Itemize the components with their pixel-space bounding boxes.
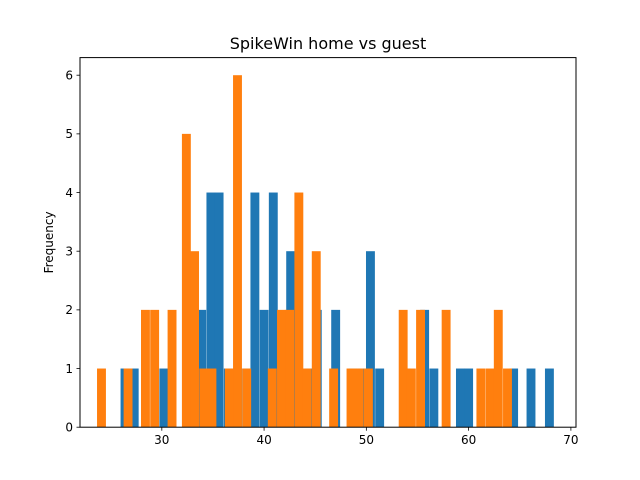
histogram-bar-series-2-28: [485, 368, 495, 428]
histogram-bar-series-2-19: [329, 368, 339, 428]
histogram-bar-series-1-20: [375, 368, 385, 428]
histogram-bar-series-2-5: [167, 309, 177, 428]
histogram-bar-series-2-2: [123, 368, 133, 428]
chart-title: SpikeWin home vs guest: [230, 34, 427, 53]
histogram-bar-series-1-11: [259, 309, 269, 428]
y-tick-label: 6: [65, 69, 73, 83]
histogram-bar-series-2-10: [224, 368, 234, 428]
x-tick-label: 50: [359, 433, 374, 447]
histogram-bar-series-1-6: [214, 192, 224, 428]
y-tick-label: 5: [65, 127, 73, 141]
x-tick-label: 30: [154, 433, 169, 447]
histogram-bar-series-2-14: [277, 309, 286, 428]
y-tick-label: 1: [65, 362, 73, 376]
histogram-bar-series-1-19: [365, 251, 375, 428]
bars-layer: [97, 75, 554, 428]
histogram-bar-series-2-9: [207, 368, 217, 428]
histogram-bar-series-1-3: [159, 368, 169, 428]
y-axis-ticks: 0 1 2 3 4 5 6: [65, 69, 80, 435]
histogram-bar-series-2-4: [150, 309, 160, 428]
histogram-bar-series-1-27: [526, 368, 536, 428]
histogram-bar-series-2-8: [199, 368, 209, 428]
histogram-bar-series-2-24: [406, 368, 416, 428]
histogram-bar-series-2-18: [311, 251, 321, 428]
histogram-bar-series-1-28: [544, 368, 554, 428]
histogram-bar-series-2-15: [285, 309, 295, 428]
histogram-bar-series-2-25: [416, 309, 425, 428]
x-axis-ticks: 30 40 50 60 70: [154, 427, 579, 447]
y-axis-label: Frequency: [42, 211, 56, 273]
y-tick-label: 2: [65, 303, 73, 317]
histogram-bar-series-1-5: [206, 192, 216, 428]
histogram-bar-series-2-27: [476, 368, 486, 428]
histogram-bar-series-2-11: [233, 75, 242, 428]
histogram-bar-series-2-1: [97, 368, 106, 428]
histogram-bar-series-1-12: [268, 192, 278, 428]
y-tick-label: 4: [65, 186, 73, 200]
plot-frame: [79, 57, 577, 428]
histogram-bar-series-1-2: [129, 368, 139, 428]
y-tick-label: 0: [65, 421, 73, 435]
histogram-bar-series-2-13: [267, 368, 277, 428]
histogram-bar-series-2-6: [181, 133, 191, 428]
histogram-bar-series-2-7: [190, 251, 199, 428]
histogram-bar-series-2-29: [493, 309, 503, 428]
histogram-bar-series-1-25: [464, 368, 474, 428]
histogram-bar-series-2-23: [398, 309, 408, 428]
histogram-bar-series-2-21: [354, 368, 364, 428]
histogram-bar-series-2-3: [141, 309, 150, 428]
histogram-bar-series-1-23: [429, 368, 439, 428]
histogram-bar-series-2-22: [363, 368, 373, 428]
histogram-bar-series-2-20: [346, 368, 356, 428]
x-tick-label: 40: [256, 433, 271, 447]
histogram-bar-series-2-16: [294, 192, 304, 428]
histogram-bar-series-1-24: [455, 368, 465, 428]
histogram-bar-series-2-30: [503, 368, 512, 428]
histogram-bar-series-1-26: [509, 368, 519, 428]
y-tick-label: 3: [65, 245, 73, 259]
histogram-bar-series-2-26: [441, 309, 451, 428]
histogram-bar-series-1-10: [250, 192, 260, 428]
x-tick-label: 60: [461, 433, 476, 447]
x-tick-label: 70: [563, 433, 578, 447]
histogram-bar-series-2-12: [242, 368, 252, 428]
histogram-bar-series-2-17: [302, 368, 312, 428]
